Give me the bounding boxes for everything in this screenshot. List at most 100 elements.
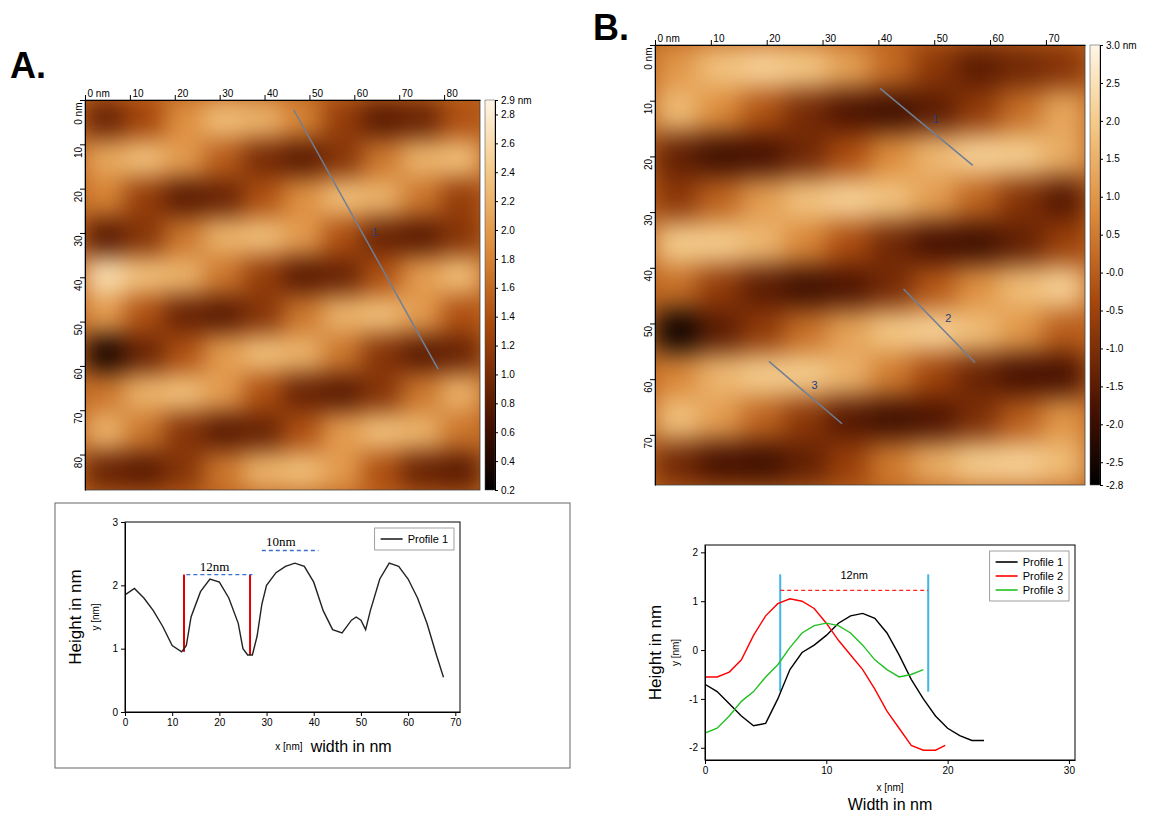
marker-line: [183, 575, 185, 652]
height-cell: [85, 256, 125, 296]
y-axis-tick-label: 80: [73, 457, 84, 469]
x-axis-tick-label: 0: [703, 765, 709, 776]
x-axis-tick-mark: [175, 95, 176, 100]
y-axis-tick-label: 1: [692, 596, 698, 607]
y-axis-tick: 20: [643, 157, 655, 170]
color-axis-tick: -1.5: [1100, 381, 1124, 392]
height-cell: [362, 334, 402, 374]
y-axis-tick-label: 70: [73, 412, 84, 424]
x-axis-tick: 30: [261, 712, 273, 728]
x-axis-tick-mark: [354, 95, 355, 100]
color-axis-tick-mark: [495, 374, 498, 375]
color-axis-tick-mark: [495, 201, 498, 202]
y-axis-tick-mark: [80, 277, 85, 278]
height-cell: [999, 309, 1043, 354]
height-cell: [870, 353, 914, 398]
y-axis-tick: 2: [692, 547, 705, 558]
height-cell: [441, 256, 481, 296]
color-axis-tick: 2.8: [495, 109, 515, 120]
y-axis-tick-label: 2: [692, 547, 698, 558]
height-cell: [322, 295, 362, 335]
x-axis-tick: 0: [703, 760, 709, 776]
color-axis-tick-mark: [495, 461, 498, 462]
height-cell: [441, 295, 481, 335]
x-axis-tick: 30: [220, 88, 234, 100]
height-cell: [741, 265, 785, 310]
color-axis-tick-mark: [495, 288, 498, 289]
legend-entry: Profile 2: [996, 570, 1063, 582]
color-axis-tick-label: -0.0: [1106, 267, 1124, 278]
y-axis: 0123: [112, 517, 125, 718]
height-cell: [827, 221, 871, 266]
x-axis-tick: 20: [943, 760, 955, 776]
height-cell: [870, 133, 914, 178]
x-axis-tick-label: 0 nm: [658, 33, 680, 44]
height-cell: [870, 221, 914, 266]
x-axis-tick-label: 30: [825, 33, 837, 44]
x-axis-tick-mark: [408, 712, 409, 716]
height-cell: [913, 89, 957, 134]
height-cell: [243, 139, 283, 179]
height-cell: [322, 100, 362, 140]
color-axis: 3.0 nm2.52.01.51.00.5-0.0-0.5-1.0-1.5-2.…: [1100, 40, 1137, 491]
height-cell: [698, 45, 742, 90]
color-axis-tick-label: 0.4: [501, 456, 515, 467]
y-axis-tick: 40: [643, 268, 655, 281]
height-cell: [913, 265, 957, 310]
height-cell: [741, 133, 785, 178]
height-cell: [956, 397, 1000, 442]
x-axis-unit: x [nm]: [275, 741, 302, 752]
x-axis-tick-label: 60: [403, 717, 415, 728]
x-axis-tick: 50: [356, 712, 368, 728]
height-cell: [1042, 177, 1085, 222]
height-cell: [85, 412, 125, 452]
height-cell: [784, 221, 828, 266]
image-ground: [85, 100, 480, 490]
legend-entry: Profile 1: [996, 556, 1063, 568]
height-cell: [125, 178, 165, 218]
height-cell: [870, 177, 914, 222]
y-axis-tick: 10: [643, 101, 655, 114]
height-cell: [956, 265, 1000, 310]
x-axis-tick: 10: [711, 33, 725, 45]
y-axis-tick-mark: [701, 552, 705, 553]
color-axis-tick-label: 2.0: [1106, 116, 1120, 127]
y-axis-tick-mark: [80, 189, 85, 190]
legend-swatch: [381, 538, 403, 540]
height-cell: [655, 89, 699, 134]
height-cell: [698, 353, 742, 398]
height-cell: [401, 412, 441, 452]
color-axis-tick-mark: [495, 432, 498, 433]
x-axis-tick-mark: [220, 95, 221, 100]
height-cell: [913, 45, 957, 90]
y-axis-tick: 80: [73, 455, 85, 468]
y-axis-tick-mark: [80, 233, 85, 234]
height-cell: [655, 353, 699, 398]
x-axis-tick-label: 20: [177, 88, 189, 99]
height-cell: [655, 221, 699, 266]
plot-area: [125, 551, 443, 678]
color-axis-tick-mark: [1100, 197, 1103, 198]
height-cell: [322, 373, 362, 413]
height-cell: [784, 177, 828, 222]
y-axis-tick-mark: [701, 650, 705, 651]
x-axis-tick: 30: [1064, 760, 1076, 776]
color-axis-tick-label: 2.0: [501, 225, 515, 236]
x-axis-line: [656, 45, 1086, 46]
height-cell: [243, 451, 283, 490]
y-axis-tick: 60: [73, 366, 85, 379]
y-axis-tick: 2: [112, 580, 125, 591]
height-cell: [243, 295, 283, 335]
y-axis-tick: 30: [73, 233, 85, 246]
height-cell: [125, 373, 165, 413]
height-cell: [1042, 89, 1085, 134]
height-cell: [362, 217, 402, 257]
height-cell: [362, 373, 402, 413]
x-axis-tick: 0 nm: [86, 88, 110, 100]
height-cell: [870, 441, 914, 485]
y-axis-tick-mark: [80, 366, 85, 367]
x-axis-tick-label: 70: [402, 88, 414, 99]
height-cell: [125, 295, 165, 335]
height-cell: [784, 309, 828, 354]
height-cell: [85, 100, 125, 140]
